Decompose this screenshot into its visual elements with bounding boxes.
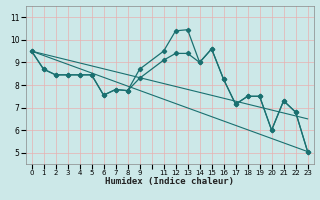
X-axis label: Humidex (Indice chaleur): Humidex (Indice chaleur)	[105, 177, 234, 186]
